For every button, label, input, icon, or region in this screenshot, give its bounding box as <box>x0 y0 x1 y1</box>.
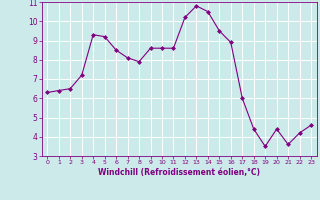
X-axis label: Windchill (Refroidissement éolien,°C): Windchill (Refroidissement éolien,°C) <box>98 168 260 177</box>
